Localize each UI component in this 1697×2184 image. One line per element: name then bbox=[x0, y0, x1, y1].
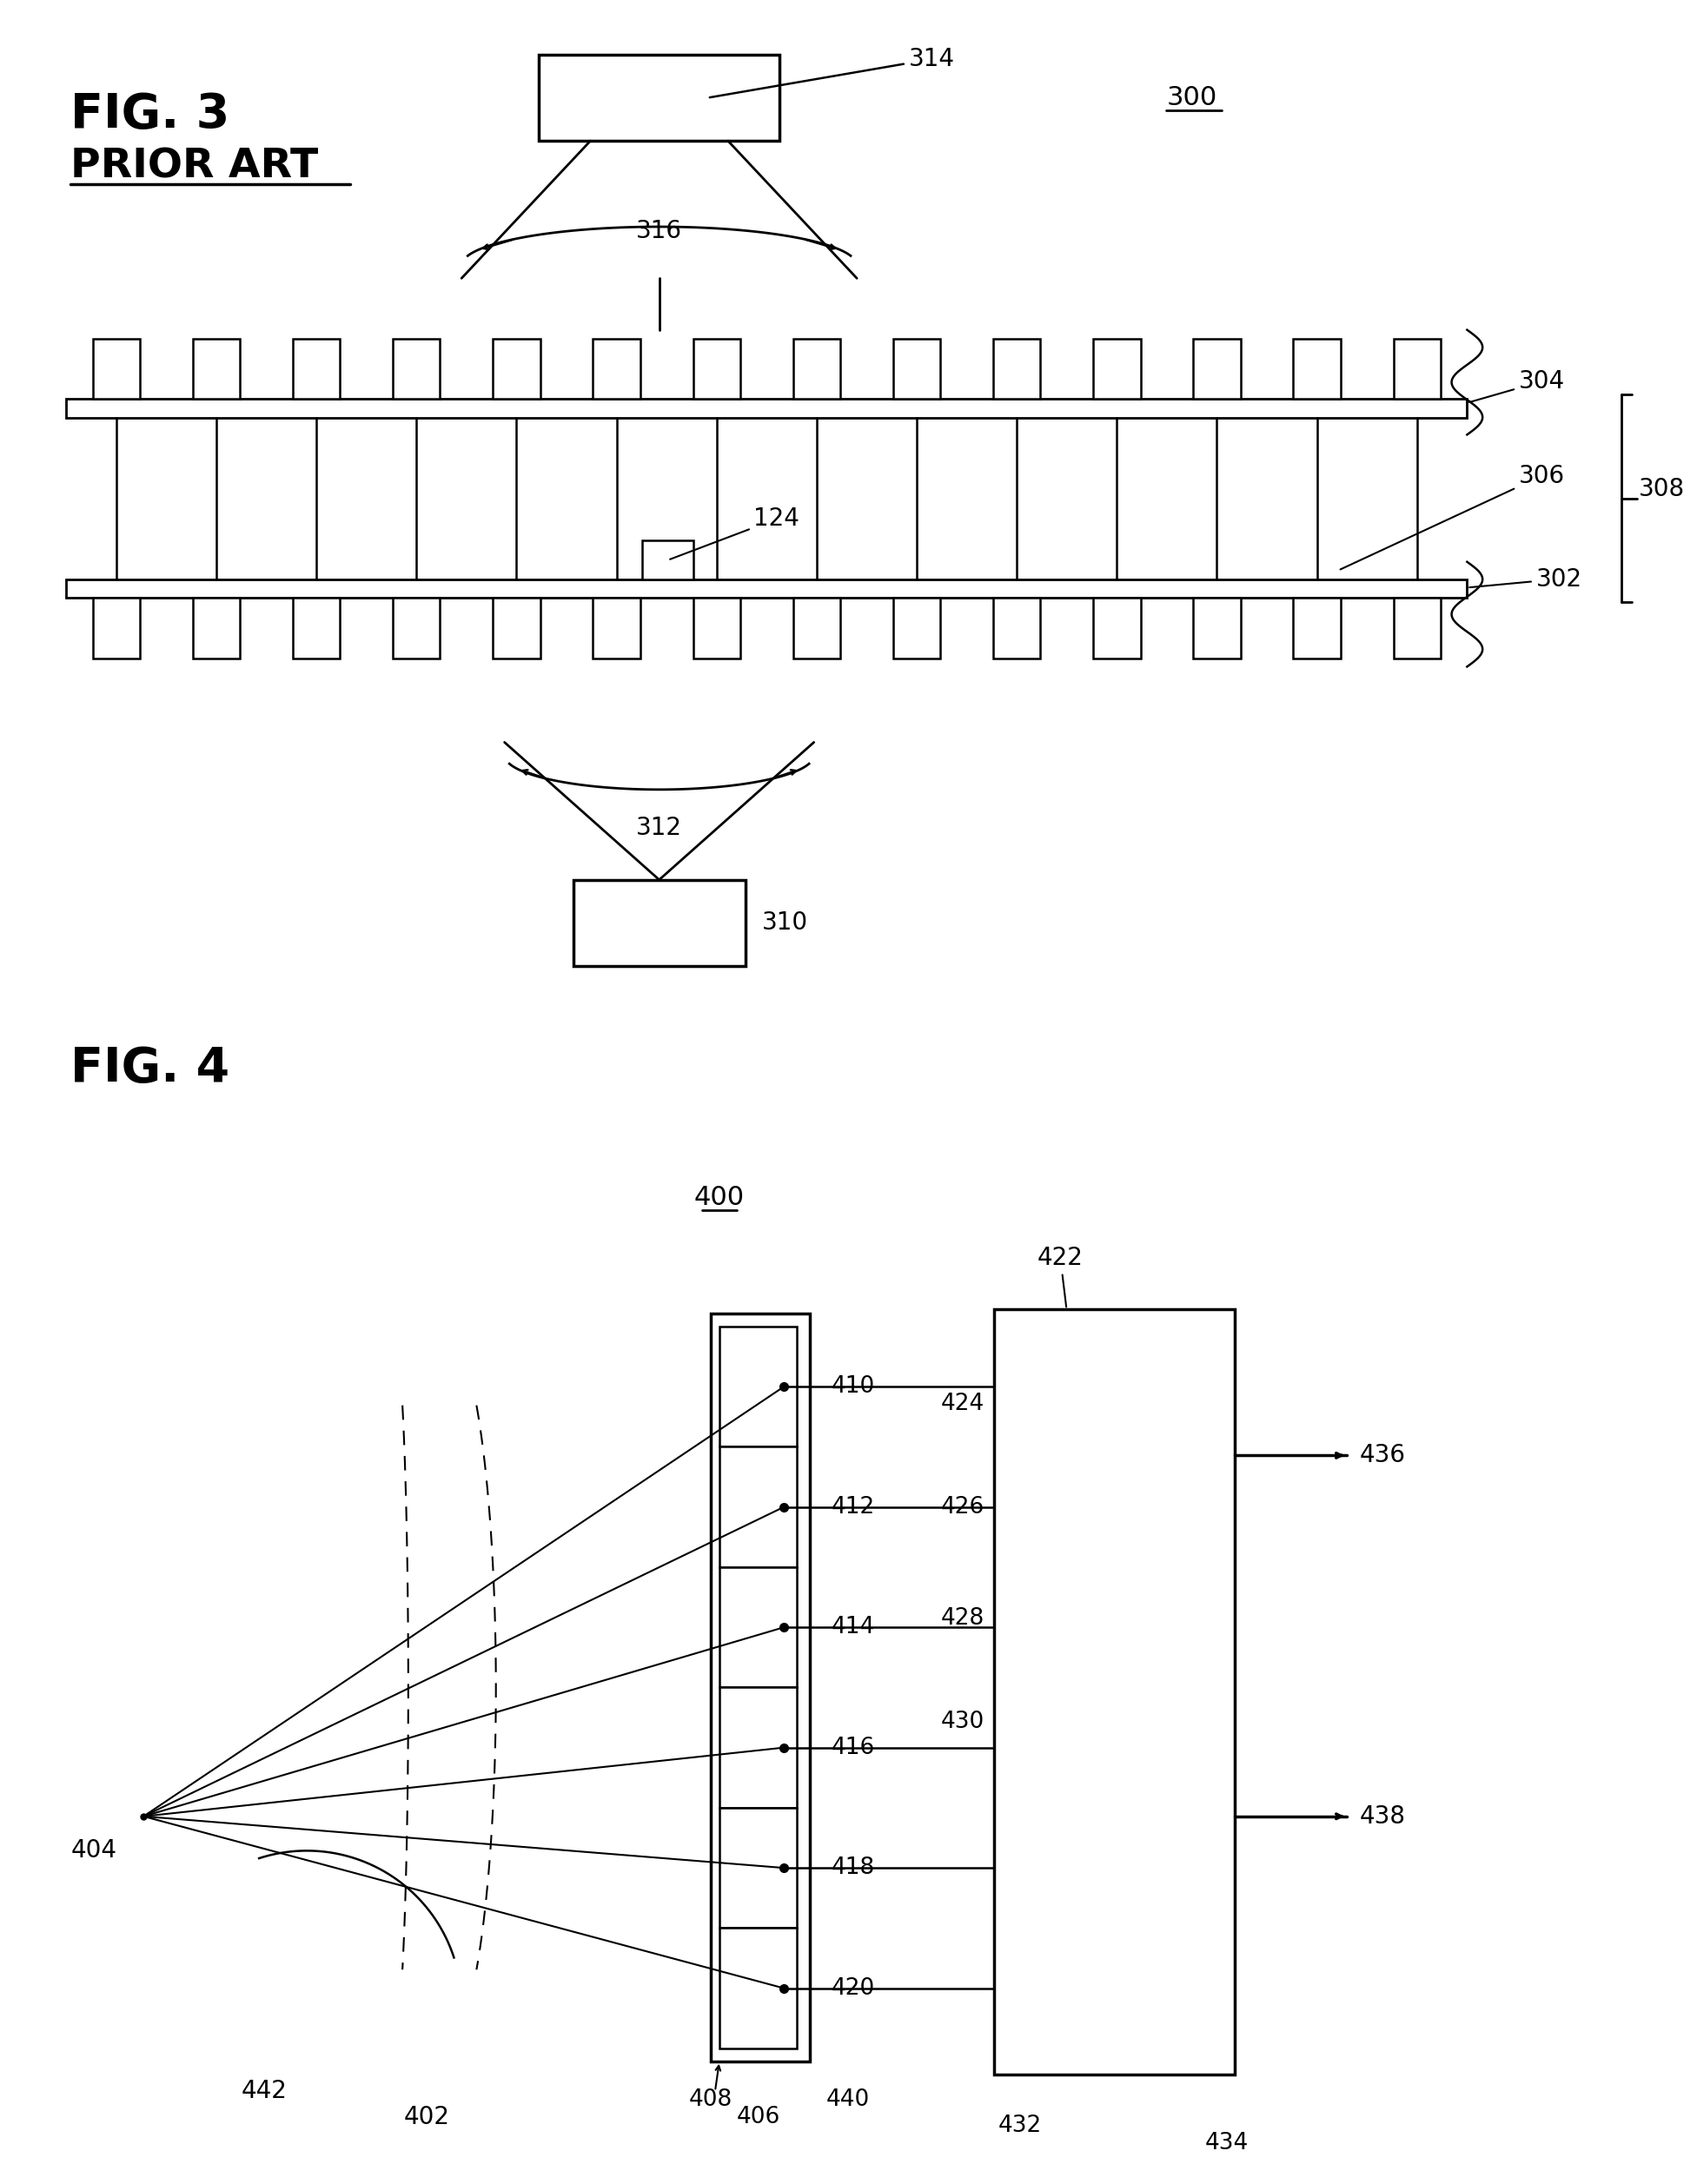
Text: 430: 430 bbox=[940, 1710, 984, 1734]
Bar bbox=[574, 880, 745, 965]
Bar bbox=[392, 598, 440, 657]
Bar bbox=[1193, 339, 1241, 400]
Bar bbox=[993, 598, 1040, 657]
Bar bbox=[993, 339, 1040, 400]
Text: 400: 400 bbox=[694, 1186, 745, 1210]
Bar bbox=[1093, 339, 1140, 400]
Bar bbox=[292, 339, 339, 400]
Bar bbox=[1393, 339, 1441, 400]
Bar bbox=[66, 400, 1468, 417]
Text: 438: 438 bbox=[1359, 1804, 1405, 1828]
Text: 422: 422 bbox=[1037, 1245, 1083, 1306]
Text: 426: 426 bbox=[940, 1496, 984, 1518]
Bar bbox=[720, 1688, 796, 1808]
Text: 402: 402 bbox=[404, 2105, 450, 2129]
Bar bbox=[193, 598, 239, 657]
Text: 314: 314 bbox=[709, 48, 954, 98]
Text: 310: 310 bbox=[762, 911, 808, 935]
Text: 412: 412 bbox=[832, 1496, 874, 1518]
Bar bbox=[893, 339, 940, 400]
Text: 308: 308 bbox=[1639, 476, 1685, 500]
Bar bbox=[1293, 598, 1341, 657]
Bar bbox=[893, 598, 940, 657]
Text: 418: 418 bbox=[832, 1856, 874, 1878]
Text: 304: 304 bbox=[1470, 369, 1565, 402]
Bar bbox=[592, 339, 640, 400]
Bar bbox=[392, 339, 440, 400]
Text: 404: 404 bbox=[71, 1839, 117, 1863]
Bar bbox=[492, 339, 540, 400]
Text: FIG. 3: FIG. 3 bbox=[71, 92, 229, 138]
Bar bbox=[540, 55, 779, 140]
Bar bbox=[1393, 598, 1441, 657]
Text: 406: 406 bbox=[736, 2105, 781, 2129]
Bar bbox=[720, 1568, 796, 1688]
Text: 300: 300 bbox=[1166, 85, 1217, 111]
Bar bbox=[720, 1446, 796, 1568]
Text: 416: 416 bbox=[832, 1736, 874, 1758]
Bar bbox=[1193, 598, 1241, 657]
Bar bbox=[720, 1326, 796, 1446]
Text: 316: 316 bbox=[636, 218, 682, 242]
Bar bbox=[66, 579, 1468, 598]
Bar bbox=[692, 598, 740, 657]
Bar bbox=[994, 1310, 1235, 2075]
Text: PRIOR ART: PRIOR ART bbox=[71, 146, 319, 186]
Bar bbox=[792, 598, 840, 657]
Bar bbox=[720, 1808, 796, 1928]
Text: 440: 440 bbox=[826, 2088, 871, 2112]
Text: 312: 312 bbox=[636, 817, 682, 841]
Bar bbox=[1093, 598, 1140, 657]
Text: 410: 410 bbox=[832, 1376, 874, 1398]
Text: FIG. 4: FIG. 4 bbox=[71, 1046, 229, 1092]
Bar bbox=[193, 339, 239, 400]
Text: 432: 432 bbox=[998, 2114, 1042, 2136]
Text: 124: 124 bbox=[670, 507, 799, 559]
Bar bbox=[492, 598, 540, 657]
Text: 442: 442 bbox=[241, 2079, 287, 2103]
Bar bbox=[792, 339, 840, 400]
Bar bbox=[1293, 339, 1341, 400]
Text: 302: 302 bbox=[1470, 568, 1582, 592]
Text: 434: 434 bbox=[1205, 2132, 1249, 2153]
Bar bbox=[711, 1315, 809, 2062]
Text: 306: 306 bbox=[1341, 463, 1565, 570]
Bar bbox=[720, 1928, 796, 2049]
Text: 436: 436 bbox=[1359, 1444, 1405, 1468]
Bar bbox=[292, 598, 339, 657]
Text: 424: 424 bbox=[940, 1393, 984, 1415]
Text: 408: 408 bbox=[689, 2088, 733, 2112]
Text: 428: 428 bbox=[940, 1607, 984, 1629]
Text: 414: 414 bbox=[832, 1616, 874, 1638]
Bar bbox=[692, 339, 740, 400]
Bar bbox=[592, 598, 640, 657]
Bar bbox=[641, 539, 694, 579]
Text: 420: 420 bbox=[832, 1977, 874, 2001]
Bar bbox=[93, 598, 139, 657]
Bar bbox=[93, 339, 139, 400]
